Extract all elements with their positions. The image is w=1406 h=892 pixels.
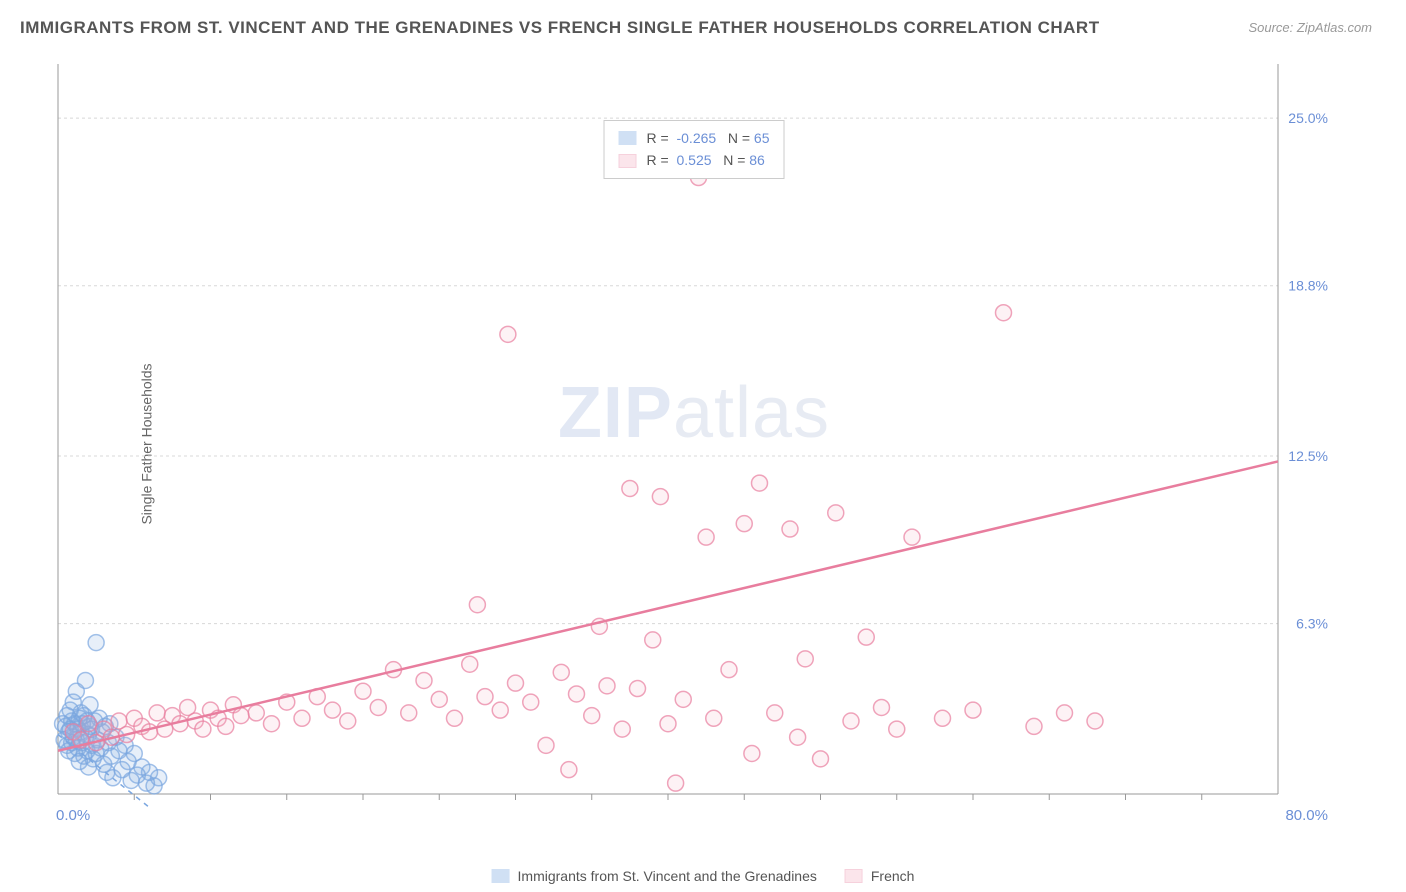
legend-swatch bbox=[845, 869, 863, 883]
chart-title: IMMIGRANTS FROM ST. VINCENT AND THE GREN… bbox=[20, 18, 1100, 38]
series-legend: Immigrants from St. Vincent and the Gren… bbox=[492, 868, 915, 884]
legend-row: R = 0.525 N = 86 bbox=[619, 149, 770, 171]
legend-label: French bbox=[871, 868, 915, 884]
svg-text:0.0%: 0.0% bbox=[56, 807, 90, 824]
svg-text:12.5%: 12.5% bbox=[1288, 448, 1328, 464]
legend-label: Immigrants from St. Vincent and the Gren… bbox=[518, 868, 817, 884]
legend-row: R = -0.265 N = 65 bbox=[619, 127, 770, 149]
svg-text:80.0%: 80.0% bbox=[1285, 807, 1328, 824]
legend-item: French bbox=[845, 868, 915, 884]
legend-stats: R = -0.265 N = 65 bbox=[647, 127, 770, 149]
svg-text:18.8%: 18.8% bbox=[1288, 278, 1328, 294]
source-attribution: Source: ZipAtlas.com bbox=[1248, 20, 1372, 35]
legend-swatch bbox=[492, 869, 510, 883]
legend-swatch bbox=[619, 154, 637, 168]
chart-container: Single Father Households 6.3%12.5%18.8%2… bbox=[50, 58, 1338, 830]
legend-item: Immigrants from St. Vincent and the Gren… bbox=[492, 868, 817, 884]
legend-stats: R = 0.525 N = 86 bbox=[647, 149, 765, 171]
legend-swatch bbox=[619, 131, 637, 145]
svg-text:25.0%: 25.0% bbox=[1288, 110, 1328, 126]
correlation-legend: R = -0.265 N = 65R = 0.525 N = 86 bbox=[604, 120, 785, 179]
svg-text:6.3%: 6.3% bbox=[1296, 616, 1328, 632]
